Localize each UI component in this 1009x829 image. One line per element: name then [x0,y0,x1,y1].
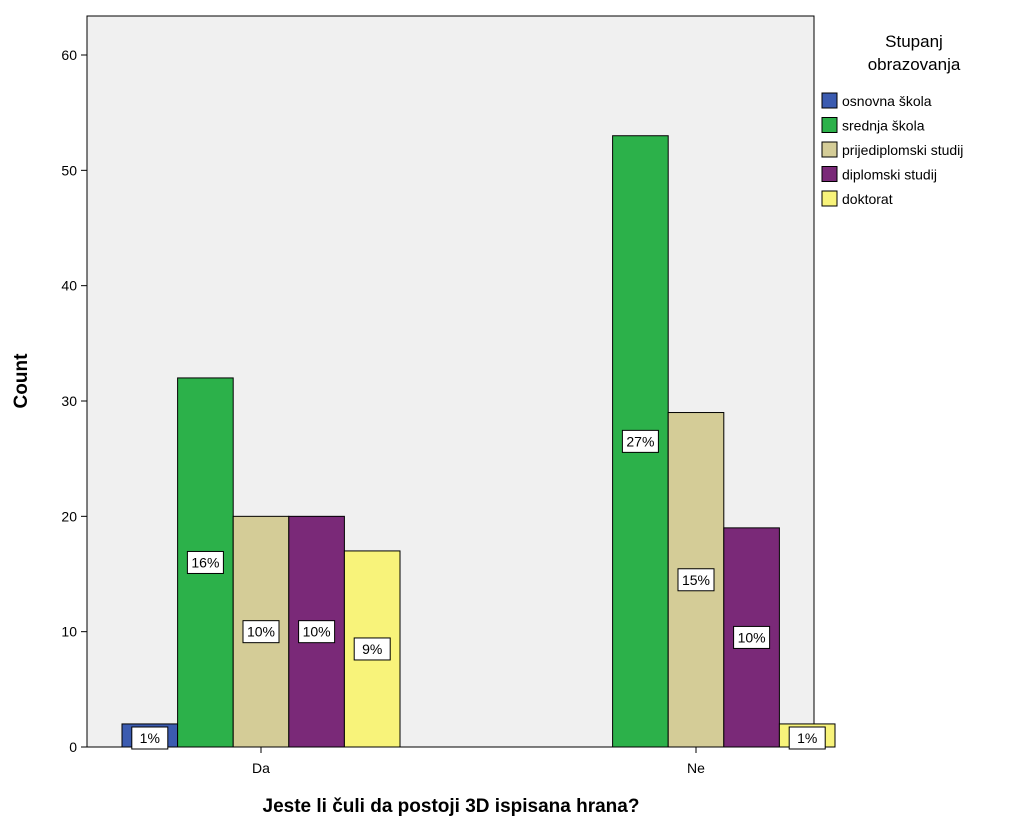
data-label-box [733,625,771,649]
y-tick-label: 30 [61,393,77,409]
legend-label: prijediplomski studij [842,142,963,158]
legend-label: diplomski studij [842,167,937,183]
y-tick-label: 20 [61,508,77,524]
data-label: 10% [303,624,331,640]
x-axis: Da Ne [252,747,705,776]
bars [121,135,836,748]
legend-swatch [821,166,838,182]
y-tick-label: 10 [61,624,77,640]
legend-label: srednja škola [842,118,925,134]
x-axis-title: Jeste li čuli da postoji 3D ispisana hra… [263,796,640,817]
data-label: 27% [626,433,654,449]
legend-title-line1: Stupanj [885,32,943,51]
data-label: 1% [140,730,160,746]
data-label-box [298,620,336,644]
y-tick-label: 60 [61,47,77,63]
bar [612,135,669,748]
data-label: 16% [191,554,219,570]
data-label-box [788,726,826,750]
y-axis: 0 10 20 30 40 50 60 [61,47,87,755]
data-labels: 1% 16% 27% 10% 15% 10% 10% 9% 1% [131,429,826,750]
legend-swatch [821,117,838,133]
y-axis-title: Count [11,353,32,409]
x-tick-label: Da [252,760,270,776]
data-label: 9% [362,641,382,657]
legend: Stupanj obrazovanja osnovna škola srednja… [821,32,963,207]
legend-title-line2: obrazovanja [868,55,961,74]
data-label: 15% [682,572,710,588]
legend-swatch [821,190,838,207]
y-tick-label: 50 [61,162,77,178]
x-tick-label: Ne [687,760,705,776]
data-label: 1% [797,730,817,746]
data-label-box [242,620,280,644]
legend-label: osnovna škola [842,93,932,109]
y-tick-label: 0 [69,739,77,755]
data-label-box [186,550,224,574]
legend-swatch [821,141,838,158]
data-label: 10% [738,629,766,645]
legend-swatch [821,92,838,109]
legend-label: doktorat [842,191,893,207]
data-label: 10% [247,624,275,640]
data-label-box [131,726,169,750]
data-label-box [677,568,715,592]
y-tick-label: 40 [61,278,77,294]
data-label-box [353,637,391,661]
data-label-box [621,429,659,453]
